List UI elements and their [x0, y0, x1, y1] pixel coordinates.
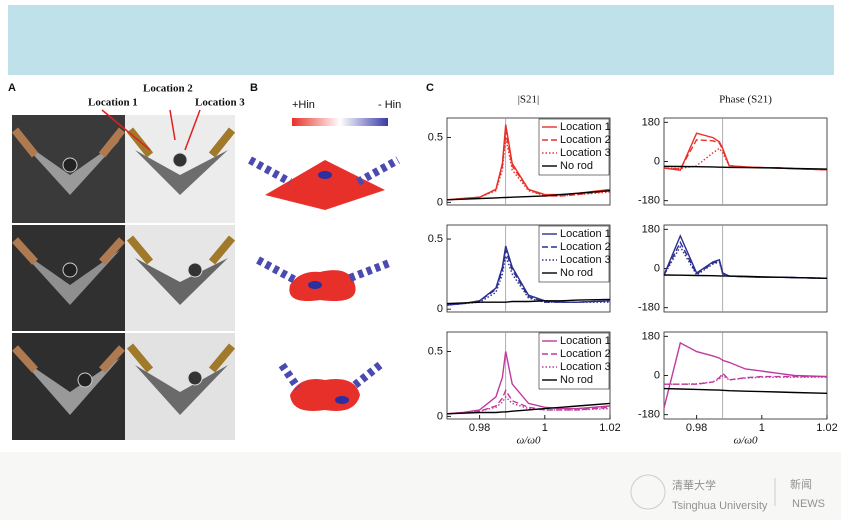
y-tick-label: -180: [638, 195, 660, 207]
y-tick-label: 0: [654, 155, 660, 167]
y-tick-label: 180: [642, 223, 660, 235]
watermark-news-en: NEWS: [792, 498, 825, 510]
rod: [78, 373, 92, 387]
y-tick-label: 0: [437, 303, 443, 315]
panel-label: B: [250, 82, 258, 94]
location-label: Location 3: [195, 97, 245, 109]
legend-label: Location 1: [560, 228, 611, 240]
y-tick-label: 0: [654, 369, 660, 381]
field-spot: [318, 171, 332, 179]
photo: [125, 225, 235, 331]
field-spot: [335, 396, 349, 404]
watermark-name: 清華大学: [672, 478, 716, 492]
photo: [125, 115, 235, 223]
legend-label: No rod: [560, 267, 593, 279]
plot-frame: [664, 118, 827, 205]
y-tick-label: 0.5: [428, 345, 443, 357]
legend-label: Location 1: [560, 121, 611, 133]
figure: A Location 1 Location 2 Location 3 B +Hi…: [0, 0, 841, 520]
location-label: Location 2: [143, 83, 193, 95]
banner: [8, 5, 834, 75]
y-tick-label: 0: [654, 262, 660, 274]
photo-grid: [12, 110, 235, 440]
y-tick-label: 0: [437, 196, 443, 208]
legend-label: No rod: [560, 160, 593, 172]
legend-label: Location 3: [560, 254, 611, 266]
y-tick-label: 180: [642, 330, 660, 342]
photo: [125, 333, 235, 440]
colorbar-label: - Hin: [378, 99, 401, 111]
watermark-news: 新闻: [790, 477, 812, 491]
legend-label: Location 1: [560, 335, 611, 347]
y-tick-label: 180: [642, 116, 660, 128]
x-tick-label: 1.02: [816, 422, 837, 434]
legend-label: Location 2: [560, 134, 611, 146]
legend-label: Location 2: [560, 348, 611, 360]
rod: [63, 158, 77, 172]
field-spot: [308, 281, 322, 289]
legend-label: No rod: [560, 374, 593, 386]
colorbar: [292, 118, 388, 126]
legend-label: Location 2: [560, 241, 611, 253]
photo: [12, 225, 125, 331]
x-tick-label: 1: [542, 422, 548, 434]
x-axis-label: ω/ω0: [516, 435, 541, 447]
panel-label: C: [426, 82, 434, 94]
chart-title: |S21|: [518, 94, 540, 106]
x-axis-label: ω/ω0: [733, 435, 758, 447]
photo: [12, 333, 125, 440]
panel-label: A: [8, 82, 16, 94]
location-label: Location 1: [88, 97, 138, 109]
rod: [188, 263, 202, 277]
watermark-university: Tsinghua University: [672, 500, 768, 512]
rod: [63, 263, 77, 277]
chart-title: Phase (S21): [719, 94, 772, 106]
legend-label: Location 3: [560, 147, 611, 159]
y-tick-label: 0.5: [428, 233, 443, 245]
y-tick-label: -180: [638, 409, 660, 421]
page: { "panels": {"a": "A", "b": "B", "c": "C…: [0, 0, 841, 520]
field-map: [290, 379, 360, 411]
plot-frame: [664, 225, 827, 312]
x-tick-label: 1: [759, 422, 765, 434]
x-tick-label: 0.98: [469, 422, 490, 434]
x-tick-label: 0.98: [686, 422, 707, 434]
legend-label: Location 3: [560, 361, 611, 373]
colorbar-label: +Hin: [292, 99, 315, 111]
y-tick-label: 0.5: [428, 131, 443, 143]
x-tick-label: 1.02: [599, 422, 620, 434]
rod: [188, 371, 202, 385]
rod: [173, 153, 187, 167]
y-tick-label: -180: [638, 302, 660, 314]
y-tick-label: 0: [437, 410, 443, 422]
